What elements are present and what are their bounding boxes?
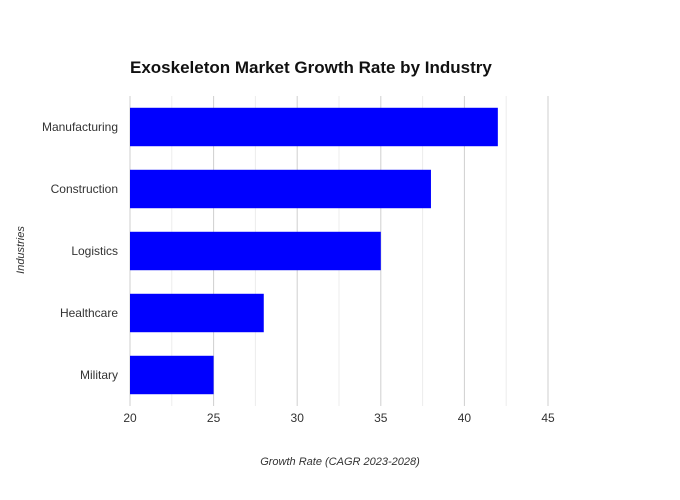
- bar-construction[interactable]: [130, 169, 431, 209]
- y-tick-label: Healthcare: [60, 306, 118, 320]
- y-tick-label: Construction: [51, 182, 118, 196]
- y-tick-label: Military: [80, 368, 118, 382]
- y-tick-label: Logistics: [71, 244, 118, 258]
- y-axis-title: Industries: [15, 226, 27, 274]
- x-tick-label: 40: [458, 411, 472, 425]
- x-tick-label: 25: [207, 411, 221, 425]
- x-tick-label: 20: [123, 411, 137, 425]
- x-tick-label: 30: [291, 411, 305, 425]
- x-tick-label: 35: [374, 411, 388, 425]
- bar-healthcare[interactable]: [130, 293, 264, 333]
- y-axis-tick-labels: Manufacturing Construction Logistics Health…: [42, 120, 118, 382]
- y-tick-label: Manufacturing: [42, 120, 118, 134]
- bar-military[interactable]: [130, 355, 214, 395]
- chart-title: Exoskeleton Market Growth Rate by Indust…: [130, 58, 492, 77]
- x-tick-label: 45: [541, 411, 555, 425]
- x-axis-tick-labels: 20 25 30 35 40 45: [123, 411, 555, 425]
- bar-logistics[interactable]: [130, 231, 381, 271]
- x-axis-title: Growth Rate (CAGR 2023-2028): [260, 456, 420, 468]
- bars: [130, 107, 498, 395]
- bar-manufacturing[interactable]: [130, 107, 498, 147]
